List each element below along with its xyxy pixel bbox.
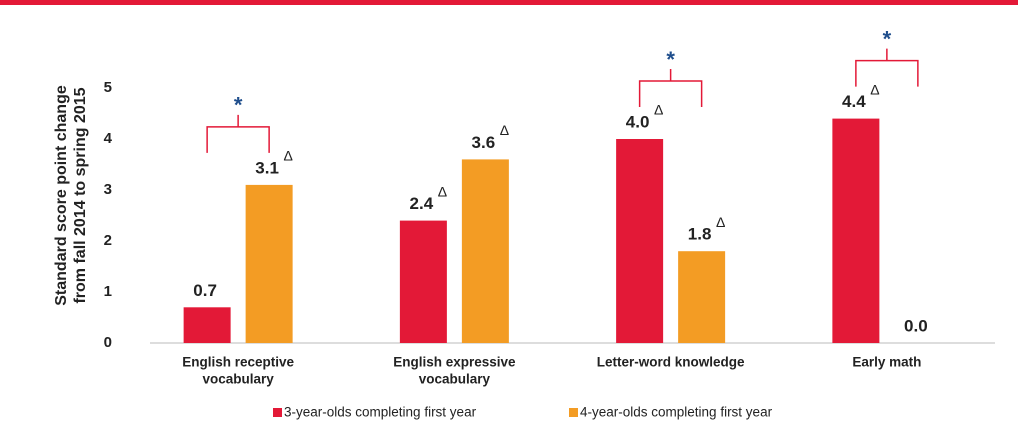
y-axis-label-line: Standard score point change	[53, 85, 70, 306]
y-axis-label-line: from fall 2014 to spring 2015	[72, 87, 89, 303]
delta-marker: Δ	[654, 102, 663, 118]
x-tick-label: vocabulary	[419, 372, 491, 387]
y-tick-label: 2	[104, 232, 112, 249]
y-tick-label: 3	[104, 181, 112, 198]
delta-marker: Δ	[283, 148, 292, 164]
legend-label: 4-year-olds completing first year	[580, 405, 773, 420]
value-label: 2.4	[410, 194, 434, 213]
y-tick-label: 1	[104, 283, 112, 300]
significance-bracket	[206, 114, 270, 153]
significance-marker: *	[883, 26, 892, 51]
bar	[399, 220, 447, 343]
value-label: 1.8	[688, 225, 712, 244]
x-tick-label: English expressive	[393, 355, 516, 370]
value-label: 4.4	[842, 92, 866, 111]
bar	[183, 307, 231, 343]
significance-bracket	[855, 48, 919, 87]
top-stripe	[0, 0, 1018, 5]
delta-marker: Δ	[716, 214, 725, 230]
delta-marker: Δ	[500, 122, 509, 138]
value-label: 3.1	[255, 158, 279, 177]
y-axis-label: Standard score point change from fall 201…	[53, 85, 89, 306]
x-tick-label: English receptive	[182, 355, 294, 370]
significance-bracket	[638, 69, 703, 107]
value-label: 0.7	[193, 281, 217, 300]
x-tick-label: vocabulary	[202, 372, 274, 387]
bar	[832, 118, 880, 343]
significance-marker: *	[666, 47, 675, 72]
y-tick-label: 5	[104, 79, 112, 96]
delta-marker: Δ	[870, 81, 879, 97]
value-label: 4.0	[626, 112, 650, 131]
legend-swatch	[273, 408, 282, 417]
y-tick-label: 4	[104, 130, 113, 147]
bar	[678, 251, 726, 343]
legend-swatch	[569, 408, 578, 417]
x-tick-label: Letter-word knowledge	[597, 355, 745, 370]
bar	[616, 139, 664, 343]
x-tick-label: Early math	[852, 355, 921, 370]
delta-marker: Δ	[438, 183, 447, 199]
bar	[461, 159, 509, 343]
legend-label: 3-year-olds completing first year	[284, 405, 477, 420]
value-label: 3.6	[472, 133, 496, 152]
value-label: 0.0	[904, 316, 928, 335]
y-tick-label: 0	[104, 334, 112, 351]
significance-marker: *	[234, 93, 243, 118]
bar	[245, 184, 293, 343]
